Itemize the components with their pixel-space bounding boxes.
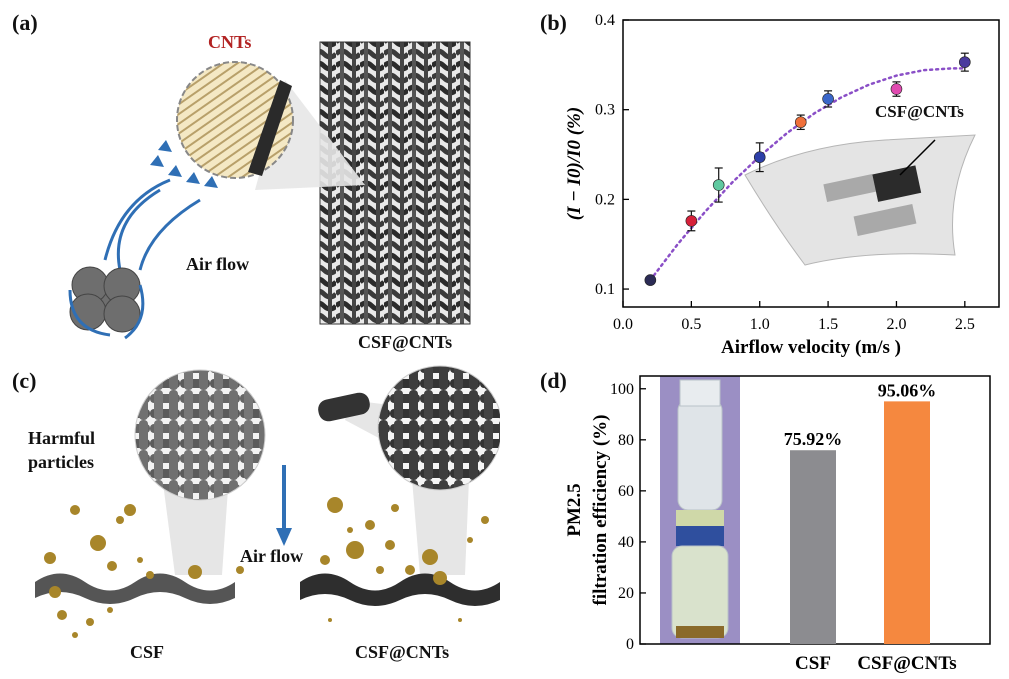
bar bbox=[790, 450, 836, 644]
plot-frame bbox=[622, 19, 1000, 308]
data-point bbox=[712, 179, 725, 191]
panel-a: (a) bbox=[0, 0, 500, 360]
airflow-label-c: Air flow bbox=[240, 546, 304, 566]
y-axis-label-1: PM2.5 bbox=[564, 483, 585, 536]
y-tick-label: 100 bbox=[610, 381, 634, 398]
panel-b-label: (b) bbox=[540, 10, 567, 35]
x-axis-label: Airflow velocity (m/s ) bbox=[721, 337, 901, 358]
panel-a-label: (a) bbox=[12, 10, 38, 35]
bar bbox=[884, 401, 930, 644]
airflow-label-a: Air flow bbox=[186, 254, 250, 274]
data-point bbox=[890, 83, 903, 95]
y-tick-label: 0.3 bbox=[595, 102, 615, 119]
bar-value-label: 75.92% bbox=[784, 429, 843, 449]
filtration-efficiency-chart: 0 20 40 60 80 100 75.92% CSF 95.06% CSF@CNTs PM2.5… bbox=[564, 375, 991, 674]
panel-a-illustration bbox=[68, 41, 471, 340]
particles-label-1: Harmful bbox=[28, 428, 95, 448]
y-tick-label: 60 bbox=[618, 483, 634, 500]
airflow-down-arrow bbox=[276, 528, 292, 546]
y-axis-label: (I − I0)/I0 (%) bbox=[564, 107, 585, 220]
data-point bbox=[822, 93, 834, 105]
panel-c: (c) bbox=[0, 360, 500, 679]
x-tick-label: 2.5 bbox=[955, 316, 975, 333]
y-tick-label: 0 bbox=[626, 636, 634, 653]
harmful-particles bbox=[44, 497, 489, 638]
data-point bbox=[644, 274, 657, 286]
airflow-response-chart: 0.0 0.5 1.0 1.5 2.0 2.5 0.1 0.2 0.3 0.4 Airflow ve… bbox=[564, 12, 1000, 358]
panel-c-label: (c) bbox=[12, 368, 37, 393]
y-tick-label: 0.1 bbox=[595, 281, 615, 298]
csf-fabric bbox=[35, 573, 235, 604]
panel-c-illustration bbox=[35, 365, 500, 638]
csf-cnt-mesh-magnifier bbox=[377, 365, 500, 491]
y-tick-label: 80 bbox=[618, 432, 634, 449]
cnt-fiber-closeup bbox=[318, 392, 370, 422]
bar-value-label: 95.06% bbox=[878, 380, 937, 400]
y-tick-label: 40 bbox=[618, 534, 634, 551]
csf-label: CSF bbox=[130, 642, 165, 662]
particles-label-2: particles bbox=[28, 452, 94, 472]
x-tick-label: 1.0 bbox=[750, 316, 770, 333]
x-tick-label: 1.5 bbox=[818, 316, 838, 333]
y-tick-label: 0.4 bbox=[595, 12, 615, 29]
fan-icon bbox=[69, 266, 141, 333]
data-point bbox=[794, 116, 807, 129]
x-tick-label: 0.5 bbox=[681, 316, 701, 333]
y-axis-label-2: filtration efficiency (%) bbox=[590, 415, 611, 606]
cnts-label: CNTs bbox=[208, 32, 252, 52]
panel-d-label: (d) bbox=[540, 368, 567, 393]
fit-curve bbox=[649, 67, 967, 282]
data-point bbox=[685, 215, 698, 227]
panel-d: (d) 0 20 40 60 80 100 75.92% CSF 95.06% CSF@CNTs P… bbox=[500, 360, 1009, 679]
x-tick-label: 0.0 bbox=[613, 316, 633, 333]
category-label: CSF@CNTs bbox=[857, 653, 956, 674]
csf-mesh-magnifier bbox=[134, 369, 266, 501]
csf-cnt-label: CSF@CNTs bbox=[355, 642, 450, 662]
csf-cnt-fabric bbox=[300, 573, 500, 606]
airflow-arrows bbox=[150, 140, 218, 188]
panel-b: (b) 0.0 0.5 1.0 1.5 2.0 2.5 0.1 0.2 0.3 0.4 Airflo… bbox=[520, 0, 1009, 360]
data-point bbox=[753, 151, 766, 164]
fabric-label-a: CSF@CNTs bbox=[358, 332, 453, 352]
data-point bbox=[959, 56, 971, 68]
y-tick-label: 20 bbox=[618, 585, 634, 602]
y-tick-label: 0.2 bbox=[595, 191, 615, 208]
category-label: CSF bbox=[795, 653, 831, 674]
inset-label: CSF@CNTs bbox=[875, 102, 964, 121]
filter-bottle-photo bbox=[660, 376, 740, 644]
x-tick-label: 2.0 bbox=[886, 316, 906, 333]
sensor-inset bbox=[744, 134, 976, 266]
